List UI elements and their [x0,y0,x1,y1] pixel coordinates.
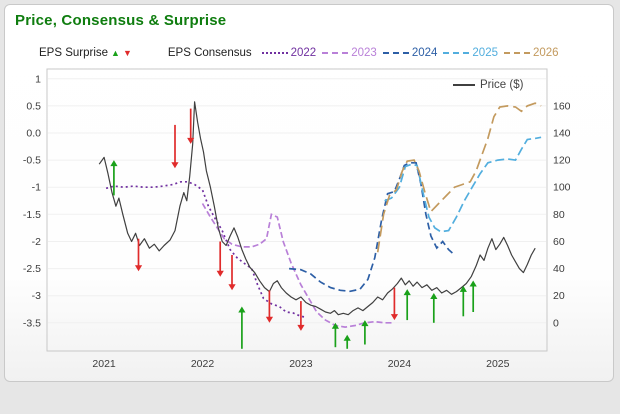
surprise-arrow-head-up [238,306,246,313]
consensus-line-2022 [105,180,307,319]
y-left-tick-label: -1 [32,182,41,194]
y-left-tick-label: -3.5 [23,317,41,329]
legend-item-2023: 2023 [322,47,377,59]
surprise-arrow-head-down [171,162,179,169]
plot-border [46,68,548,352]
surprise-arrow-head-up [459,285,467,292]
x-tick-label: 2023 [289,358,313,370]
chart-panel: Price, Consensus & Surprise EPS Surprise… [4,4,614,382]
legend-year-label-2026: 2026 [533,47,559,59]
legend-eps-consensus-label: EPS Consensus [167,47,252,59]
legend-line-sample-icon-2025 [443,52,470,54]
legend-year-label-2023: 2023 [351,47,377,59]
price-consensus-surprise-chart: 1 0.5 0.0 -0.5 -1 -1.5 -2 -2.5 -3 -3.5 160 140 120 10… [23,68,571,370]
legend-item-2024: 2024 [382,47,438,59]
legend-price-label: Price ($) [480,79,524,91]
price-line-sample-icon [453,84,475,86]
y-left-tick-label: -0.5 [23,155,41,167]
y-right-tick-label: 80 [553,209,565,221]
legend-eps-surprise-label: EPS Surprise [39,47,109,59]
legend-line-sample-icon-2026 [504,52,530,54]
legend-item-2022: 2022 [261,47,317,59]
y-left-tick-label: 0.5 [26,100,41,112]
y-left-tick-label: 0.0 [26,128,41,140]
legend-year-label-2022: 2022 [290,47,317,59]
consensus-line-2025 [384,136,542,233]
surprise-down-arrow-icon: ▼ [122,47,132,58]
surprise-arrow-head-up [469,280,477,287]
surprise-arrow-head-down [187,137,195,144]
y-left-tick-label: -2 [32,236,41,248]
surprise-arrow-head-up [110,160,118,167]
y-right-tick-label: 60 [553,236,565,248]
y-left-tick-label: -1.5 [23,209,41,221]
y-right-tick-label: 120 [553,155,571,167]
surprise-arrow-head-up [343,334,351,341]
surprise-arrow-head-up [331,322,339,329]
x-tick-label: 2024 [388,358,412,370]
legend-item-2026: 2026 [504,47,559,59]
legend-price: Price ($) [453,79,523,91]
surprise-arrow-head-up [403,289,411,296]
chart-title: Price, Consensus & Surprise [15,12,227,29]
legend-line-sample-icon-2023 [322,52,349,54]
legend-item-2025: 2025 [443,47,498,59]
surprise-arrow-head-down [228,284,236,291]
surprise-arrow-head-up [361,320,369,327]
legend-year-label-2024: 2024 [411,47,438,59]
x-tick-label: 2025 [486,358,510,370]
consensus-line-2023 [201,203,392,328]
legend-consensus-years: 2022 2023 2024 2025 2026 [261,47,565,59]
y-right-tick-label: 160 [553,100,571,112]
y-right-tick-label: 0 [553,317,559,329]
chart-legend: EPS Surprise ▲ ▼ EPS Consensus 2022 2023 2… [39,47,565,59]
x-tick-label: 2022 [191,358,215,370]
y-left-tick-label: 1 [35,73,41,85]
legend-year-label-2025: 2025 [472,47,498,59]
surprise-arrow-head-down [216,270,224,277]
y-right-tick-label: 40 [553,263,565,275]
surprise-arrow-head-down [297,324,305,331]
surprise-up-arrow-icon: ▲ [111,47,120,58]
consensus-line-2024 [289,161,456,293]
legend-line-sample-icon-2022 [261,52,288,54]
legend-eps-surprise: EPS Surprise ▲ ▼ [39,47,132,59]
surprise-arrow-head-down [134,265,143,272]
price-line [98,101,536,316]
surprise-arrow-head-up [430,292,438,299]
surprise-arrow-head-down [265,316,274,323]
y-right-tick-label: 100 [553,182,571,194]
x-tick-label: 2021 [92,358,116,370]
legend-line-sample-icon-2024 [382,52,409,54]
y-right-tick-label: 140 [553,128,571,140]
y-left-tick-label: -3 [32,290,41,302]
surprise-arrow-head-down [390,314,399,321]
y-right-tick-label: 20 [553,290,565,302]
y-left-tick-label: -2.5 [23,263,41,275]
consensus-line-2026 [376,102,542,253]
